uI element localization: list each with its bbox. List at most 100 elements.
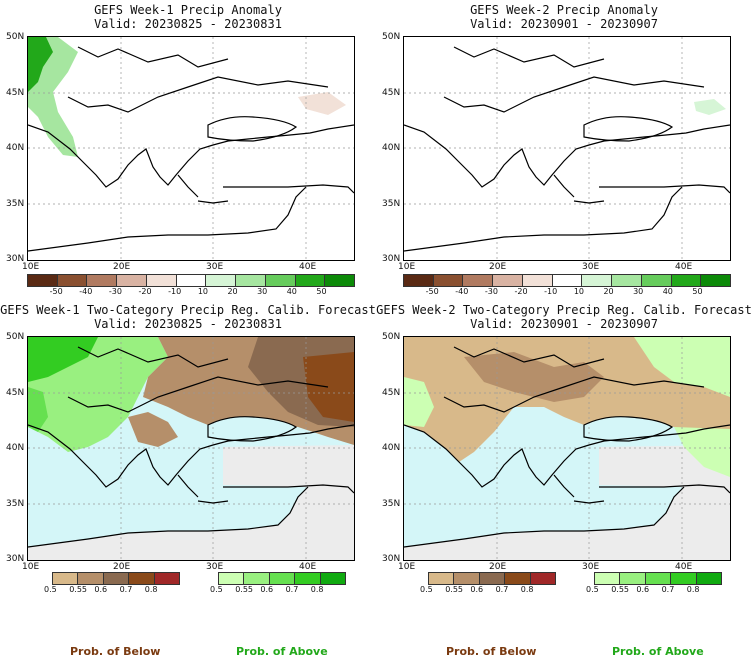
colorbar-tick-label: 0.5 <box>44 585 57 594</box>
colorbar-tick-label: 0.8 <box>686 585 700 594</box>
lat-label: 40N <box>382 143 401 153</box>
colorbar-swatch <box>236 275 266 286</box>
colorbar-tick-label: 0.6 <box>94 585 108 594</box>
colorbar-tick-label: -10 <box>168 287 182 296</box>
colorbar-tick-label: 20 <box>603 287 614 296</box>
colorbar-swatch <box>269 573 296 584</box>
colorbar-swatch <box>433 275 464 286</box>
colorbar-swatch <box>53 573 79 584</box>
anomaly-colorbar <box>403 274 731 287</box>
map-svg <box>28 337 354 560</box>
colorbar-swatch <box>146 275 177 286</box>
colorbar-tick-label: -20 <box>138 287 152 296</box>
colorbar-swatch <box>219 573 245 584</box>
panel-title: GEFS Week-2 Precip Anomaly <box>470 3 658 17</box>
colorbar-swatch <box>552 275 583 286</box>
colorbar-swatch <box>28 275 58 286</box>
lat-label: 30N <box>6 254 25 264</box>
colorbar-swatch <box>295 573 321 584</box>
colorbar-swatch <box>582 275 613 286</box>
panel-week1-anomaly: GEFS Week-1 Precip Anomaly Valid: 202308… <box>0 0 376 300</box>
panel-valid-dates: Valid: 20230825 - 20230831 <box>94 317 282 331</box>
map-svg <box>28 37 354 260</box>
lat-label: 45N <box>382 88 401 98</box>
lon-label: 40E <box>675 262 693 272</box>
colorbar-swatch <box>671 275 702 286</box>
lat-label: 40N <box>382 443 401 453</box>
colorbar-tick-label: 40 <box>286 287 297 296</box>
panel-week2-anomaly: GEFS Week-2 Precip Anomaly Valid: 202309… <box>376 0 752 300</box>
prob-below-colorbar <box>52 572 180 585</box>
colorbar-tick-label: 0.6 <box>470 585 484 594</box>
prob-below-ticks: 0.5 0.55 0.6 0.7 0.8 <box>416 585 542 597</box>
lon-label: 20E <box>113 262 131 272</box>
lat-label: 35N <box>382 199 401 209</box>
prob-above-ticks: 0.5 0.55 0.6 0.7 0.8 <box>206 585 332 597</box>
colorbar-tick-label: 0.5 <box>210 585 223 594</box>
colorbar-swatch <box>206 275 237 286</box>
colorbar-swatch <box>129 573 155 584</box>
footer-prob-above: Prob. of Above <box>236 645 328 658</box>
colorbar-tick-label: -50 <box>425 287 439 296</box>
lon-label: 10E <box>22 262 40 272</box>
colorbar-tick-label: 10 <box>573 287 584 296</box>
lat-label: 50N <box>382 332 401 342</box>
colorbar-swatch <box>325 275 355 286</box>
colorbar-swatch <box>265 275 296 286</box>
colorbar-tick-label: -40 <box>455 287 469 296</box>
colorbar-swatch <box>530 573 556 584</box>
lon-label: 40E <box>299 262 317 272</box>
prob-above-colorbar <box>594 572 722 585</box>
colorbar-tick-label: 50 <box>316 287 327 296</box>
colorbar-swatch <box>463 275 494 286</box>
lon-label: 30E <box>582 562 600 572</box>
lon-label: 20E <box>113 562 131 572</box>
colorbar-tick-label: -40 <box>79 287 93 296</box>
lat-label: 50N <box>6 332 25 342</box>
lon-label: 40E <box>299 562 317 572</box>
anomaly-area-strong <box>28 37 53 92</box>
colorbar-swatch <box>612 275 642 286</box>
colorbar-tick-label: 0.8 <box>144 585 158 594</box>
lon-label: 30E <box>206 562 224 572</box>
colorbar-tick-label: 0.55 <box>69 585 87 594</box>
colorbar-tick-label: -20 <box>514 287 528 296</box>
colorbar-swatch <box>117 275 147 286</box>
colorbar-swatch <box>103 573 130 584</box>
colorbar-swatch <box>595 573 621 584</box>
colorbar-tick-label: 0.55 <box>611 585 629 594</box>
colorbar-tick-label: 0.7 <box>119 585 133 594</box>
lon-label: 30E <box>582 262 600 272</box>
colorbar-tick-label: 0.7 <box>285 585 299 594</box>
colorbar-swatch <box>493 275 523 286</box>
lat-label: 45N <box>6 88 25 98</box>
colorbar-tick-label: -10 <box>544 287 558 296</box>
lat-label: 35N <box>382 499 401 509</box>
colorbar-swatch <box>522 275 553 286</box>
colorbar-tick-label: -50 <box>49 287 63 296</box>
lat-label: 30N <box>382 554 401 564</box>
colorbar-tick-label: -30 <box>108 287 122 296</box>
anomaly-colorbar-ticks: -50 -40 -30 -20 -10 10 20 30 40 50 <box>403 287 729 299</box>
lon-label: 40E <box>675 562 693 572</box>
colorbar-swatch <box>645 573 672 584</box>
lat-label: 45N <box>6 388 25 398</box>
map-svg <box>404 37 730 260</box>
lon-label: 10E <box>398 562 416 572</box>
map-svg <box>404 337 730 560</box>
colorbar-tick-label: 10 <box>197 287 208 296</box>
map-area <box>403 336 731 561</box>
colorbar-swatch <box>701 275 731 286</box>
anomaly-area-dry <box>298 92 346 115</box>
colorbar-swatch <box>505 573 531 584</box>
colorbar-tick-label: 20 <box>227 287 238 296</box>
panel-week2-probability: GEFS Week-2 Two-Category Precip Reg. Cal… <box>376 300 752 600</box>
panel-title: GEFS Week-2 Two-Category Precip Reg. Cal… <box>376 303 752 317</box>
lon-label: 20E <box>489 262 507 272</box>
colorbar-tick-label: 30 <box>633 287 644 296</box>
colorbar-swatch <box>620 573 646 584</box>
footer-prob-above: Prob. of Above <box>612 645 704 658</box>
colorbar-swatch <box>57 275 88 286</box>
colorbar-tick-label: 0.55 <box>235 585 253 594</box>
panel-week1-probability: GEFS Week-1 Two-Category Precip Reg. Cal… <box>0 300 376 600</box>
